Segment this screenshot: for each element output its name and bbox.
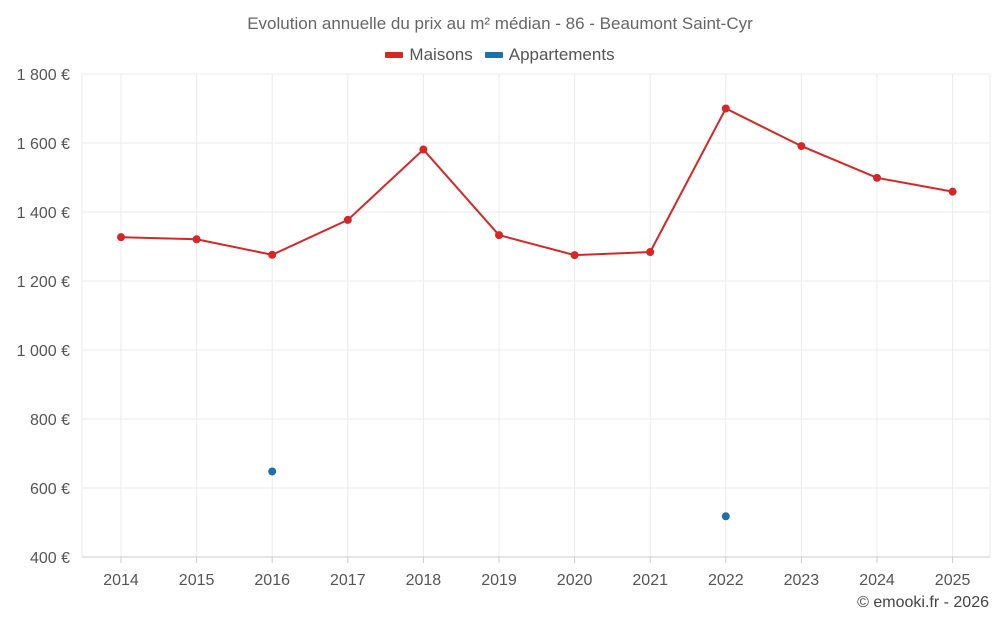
legend-label-appartements: Appartements [508,45,615,64]
data-point-maisons [343,215,352,224]
y-tick-label: 1 400 € [17,205,70,222]
y-tick-label: 1 600 € [17,136,70,153]
data-point-maisons [721,104,730,113]
credit-text: © emooki.fr - 2026 [857,594,989,611]
data-point-maisons [948,187,957,196]
data-point-maisons [192,235,201,244]
data-point-maisons [419,145,428,154]
x-tick-label: 2024 [859,572,895,589]
x-tick-label: 2025 [935,572,971,589]
series-line-maisons [120,107,953,257]
data-point-maisons [268,250,277,259]
x-tick-label: 2022 [708,572,744,589]
data-point-appartements [721,512,730,521]
data-point-maisons [570,251,579,260]
x-tick-label: 2018 [406,572,442,589]
x-tick-label: 2021 [632,572,668,589]
legend-label-maisons: Maisons [409,45,473,64]
data-point-maisons [646,248,655,257]
x-tick-label: 2020 [557,572,593,589]
y-tick-label: 800 € [30,412,70,429]
series [117,104,957,521]
data-point-appartements [268,467,277,476]
chart-title: Evolution annuelle du prix au m² médian … [247,14,753,33]
x-tick-label: 2023 [784,572,820,589]
y-tick-label: 400 € [30,550,70,567]
legend-swatch-maisons [385,52,404,58]
axes: 400 € 600 € 800 € 1 000 € 1 200 € 1 400 € 1 60… [17,67,990,589]
legend-swatch-appartements [484,52,503,58]
y-tick-label: 1 000 € [17,343,70,360]
x-tick-label: 2017 [330,572,366,589]
y-tick-label: 1 200 € [17,274,70,291]
legend-item-maisons[interactable]: Maisons [385,45,473,65]
data-point-maisons [873,173,881,182]
data-point-maisons [797,142,806,151]
y-tick-label: 600 € [30,481,70,498]
data-point-maisons [117,233,125,242]
grid [81,73,991,557]
x-tick-label: 2014 [103,572,139,589]
x-tick-label: 2019 [481,572,517,589]
legend-item-appartements[interactable]: Appartements [484,45,615,65]
data-point-maisons [495,231,503,240]
x-tick-label: 2016 [254,572,290,589]
chart-legend: Maisons Appartements [0,45,1000,65]
x-tick-label: 2015 [179,572,215,589]
y-tick-label: 1 800 € [17,67,70,84]
